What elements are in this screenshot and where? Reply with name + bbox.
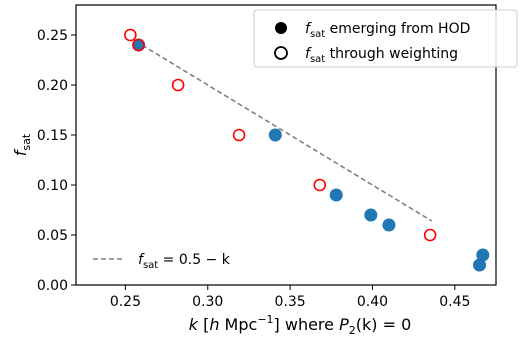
x-label-k: k (189, 315, 199, 334)
y-tick-label: 0.10 (37, 178, 68, 194)
x-tick-label: 0.25 (110, 294, 141, 310)
legend-lower: fsat = 0.5 − k (93, 252, 231, 271)
x-axis-label: k [h Mpc−1] where P2(k) = 0 (189, 313, 412, 337)
x-tick-label: 0.45 (439, 294, 470, 310)
point-hod (382, 218, 396, 232)
x-tick-label: 0.35 (275, 294, 306, 310)
point-hod (132, 38, 146, 52)
x-label-p: P (339, 315, 349, 334)
point-weighting (132, 38, 145, 52)
legend-upper-box (253, 9, 518, 68)
y-axis-label: fsat (11, 133, 33, 156)
axes: 0.25 0.30 0.35 0.40 0.45 0.00 0.05 0.10 0.15 0.20… (37, 4, 497, 310)
legend-upper: fsat emerging from HOD fsat through weig… (253, 9, 518, 68)
y-tick-label: 0.20 (37, 78, 68, 94)
y-axis-label-f: f (11, 148, 30, 156)
series-line-fsat-eq (134, 40, 433, 222)
point-hod (364, 208, 378, 222)
axes-frame (75, 4, 497, 286)
x-tick-label: 0.30 (192, 294, 223, 310)
x-label-p-sub: 2 (349, 324, 356, 337)
x-label-close: ] where (274, 315, 340, 334)
x-label-mpc: Mpc (219, 315, 257, 334)
y-tick-label: 0.00 (37, 278, 68, 294)
point-weighting (232, 128, 246, 142)
series-layer (124, 28, 490, 272)
point-hod (473, 258, 487, 272)
x-label-h: h (209, 315, 219, 334)
point-hod (268, 128, 282, 142)
x-tick-label: 0.40 (357, 294, 388, 310)
point-weighting (171, 78, 185, 92)
y-axis-label-sub: sat (20, 133, 33, 150)
y-tick-label: 0.15 (37, 128, 68, 144)
legend-item-line: fsat = 0.5 − k (138, 252, 231, 271)
legend-item-weighting: fsat through weighting (305, 46, 458, 65)
point-hod (476, 248, 490, 262)
legend-open-circle-icon (274, 46, 288, 60)
point-hod (329, 188, 343, 202)
legend-filled-circle-icon (275, 22, 287, 34)
point-weighting (313, 178, 327, 192)
y-tick-label: 0.25 (37, 28, 68, 44)
point-weighting (124, 28, 137, 42)
legend-item-hod: fsat emerging from HOD (305, 21, 470, 40)
x-label-tail: (k) = 0 (356, 315, 412, 334)
x-label-exp: −1 (257, 313, 273, 326)
x-label-open: [ (198, 315, 209, 334)
y-tick-label: 0.05 (37, 228, 68, 244)
point-weighting (423, 228, 437, 242)
